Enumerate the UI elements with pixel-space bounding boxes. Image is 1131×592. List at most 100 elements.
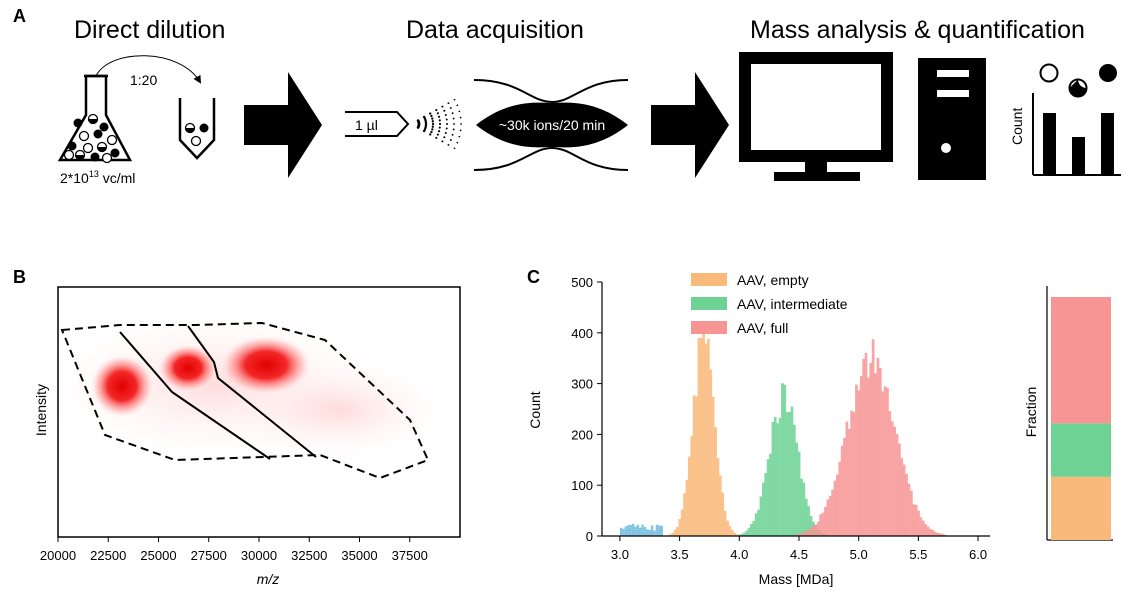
spray-droplet [429,112,432,115]
hist-bar-full [795,534,799,536]
c-xtick-label: 5.5 [909,547,927,562]
hist-bar-empty [690,436,694,536]
particle-icon [190,135,202,147]
hist-bar-empty [714,427,717,536]
header-direct-dilution: Direct dilution [74,16,225,44]
hist-bar-full [874,373,877,536]
hist-bar-full [852,412,856,536]
flask-icon [57,74,133,164]
hist-bar-intermediate [802,482,806,536]
hist-bar-full [926,526,930,536]
b-xtick-label: 27500 [191,548,227,563]
hist-bar-empty [728,525,732,536]
hist-bar-intermediate [776,423,779,536]
hist-bar-full [881,391,885,536]
hist-bar-background [650,525,654,536]
b-xlabel: m/z [257,571,280,587]
panel-b-letter: B [13,267,26,287]
hist-bar-empty [704,343,708,536]
hist-bar-empty [735,534,739,536]
c-xtick-label: 6.0 [969,547,987,562]
fraction-segment-empty [1051,476,1111,540]
fraction-segment-intermediate [1051,423,1111,477]
spray-droplet [422,129,426,133]
hist-bar-empty [711,396,715,536]
particle-icon [106,134,118,146]
hist-bar-intermediate [793,424,796,536]
spray-droplet [436,133,439,136]
hist-bar-empty [668,534,672,536]
fraction-label: Fraction [1023,387,1039,438]
hist-bar-full [814,524,818,536]
hist-bar-background [636,524,640,536]
spray-droplet [447,102,450,105]
hist-bar-full [824,507,827,536]
hist-bar-full [905,473,908,536]
hist-bar-full [867,377,870,536]
spray-droplet [451,112,454,115]
hist-bar-empty [716,458,720,536]
hist-bar-background [627,525,630,536]
panel-a-letter: A [13,6,26,26]
hist-bar-intermediate [740,534,744,536]
hist-bar-intermediate [747,527,751,536]
hist-bar-empty [671,533,674,536]
spray-droplet [435,136,438,139]
hist-bar-intermediate [752,520,756,536]
hist-bar-full [855,384,858,536]
hist-bar-empty [730,529,734,536]
spray-droplet [452,117,455,120]
hist-bar-intermediate [807,506,811,536]
hist-bar-full [862,358,865,536]
b-xtick-label: 35000 [341,548,377,563]
spray-droplet [446,123,448,125]
spray-droplet [443,109,446,112]
spray-droplet [449,107,452,109]
spray-droplet [444,114,447,117]
heatmap-cluster-empty [90,354,154,418]
header-data-acquisition: Data acquisition [406,16,584,44]
spray-droplet [438,126,441,129]
c-xtick-label: 3.5 [671,547,689,562]
hist-bar-intermediate [766,459,770,536]
hist-bar-intermediate [783,384,787,536]
spray-droplet [445,118,448,121]
hist-bar-empty [676,526,679,536]
particle-icon [78,130,90,142]
tube-icon [178,98,216,160]
hist-bar-full [900,458,904,536]
hist-bar-intermediate [788,412,791,536]
hist-bar-empty [685,479,689,536]
c-ytick-label: 200 [571,427,593,442]
hist-bar-intermediate [769,453,772,536]
gate-line-2 [187,325,317,458]
hist-bar-background [660,525,663,536]
hist-bar-full [924,524,928,536]
hist-bar-full [828,495,832,536]
spray-droplet [456,141,459,144]
hist-bar-empty [707,338,710,536]
hist-bar-background [634,526,637,536]
particle-icon [101,152,113,164]
hist-bar-empty [709,369,713,536]
hist-bar-full [809,527,813,536]
hist-bar-intermediate [795,442,799,536]
count-icon-label: Count [1009,108,1025,145]
hist-bar-full [845,421,849,536]
hist-bar-intermediate [742,532,746,536]
hist-bar-full [869,362,873,536]
spray-droplet [453,98,456,101]
spray-droplet [438,122,442,126]
spray-droplet [459,129,462,132]
hist-bar-empty [697,338,701,536]
hist-bar-full [931,529,935,536]
particle-icon [199,123,209,133]
hist-bar-full [840,445,844,536]
hist-bar-full [819,514,822,536]
hist-bar-full [907,483,911,536]
ion-trap-label: ~30k ions/20 min [499,117,605,133]
hist-bar-background [622,528,625,536]
particle-icon [87,113,99,125]
hist-bar-background [655,524,659,536]
mass-histogram: 3.0 3.5 4.0 4.5 5.0 5.5 6.0 0 100 200 300 400 500 AA… [571,272,990,562]
